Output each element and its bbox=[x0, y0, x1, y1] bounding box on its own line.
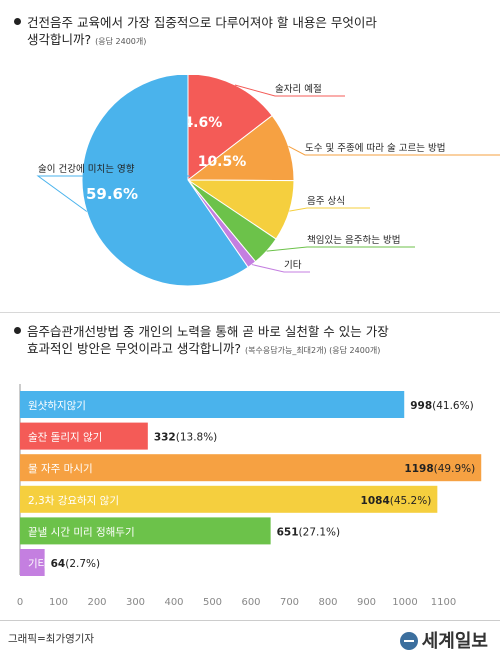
bar-category-label: 기타 자신만의 방법 bbox=[28, 558, 112, 570]
bar-value-label: 651(27.1%) bbox=[277, 526, 340, 538]
bar-chart: 원샷하지않기 998(41.6%) 술잔 돌리지 않기 332(13.8%) 물 자주 … bbox=[17, 384, 482, 608]
x-tick-label: 400 bbox=[164, 597, 183, 608]
section-divider bbox=[0, 312, 500, 313]
globe-icon bbox=[399, 632, 418, 650]
x-tick-label: 900 bbox=[357, 597, 376, 608]
question-1-line2: 생각합니까? bbox=[27, 32, 92, 47]
bar-value-label: 1084(45.2%) bbox=[361, 495, 432, 507]
x-tick-label: 1100 bbox=[431, 597, 456, 608]
bullet-icon bbox=[14, 18, 21, 25]
question-2-line1: 음주습관개선방법 중 개인의 노력을 통해 곧 바로 실천할 수 있는 가장 bbox=[27, 324, 389, 339]
pie-leader-line bbox=[234, 84, 345, 97]
bar-category-label: 물 자주 마시기 bbox=[28, 463, 93, 475]
x-tick-label: 200 bbox=[87, 597, 106, 608]
pie-slice-label: 도수 및 주종에 따라 술 고르는 방법 bbox=[305, 142, 445, 154]
pie-slice-label: 음주 상식 bbox=[307, 196, 345, 207]
bar bbox=[20, 517, 271, 545]
x-tick-label: 600 bbox=[241, 597, 260, 608]
pie-slice bbox=[186, 114, 295, 182]
pie-slice-label: 책임있는 음주하는 방법 bbox=[307, 234, 400, 246]
x-tick-label: 100 bbox=[49, 597, 68, 608]
pie-slice-percent: 10.5% bbox=[198, 154, 247, 170]
pie-slice-label: 술자리 예절 bbox=[275, 83, 322, 95]
pie-slice-label: 기타 bbox=[284, 260, 302, 271]
bar-value-label: 64(2.7%) bbox=[51, 558, 101, 570]
bar-value-label: 1198(49.9%) bbox=[404, 463, 475, 475]
bar-category-label: 술잔 돌리지 않기 bbox=[28, 432, 102, 444]
bar bbox=[20, 485, 438, 513]
pie-leader-line bbox=[36, 175, 190, 212]
x-tick-label: 1000 bbox=[392, 597, 417, 608]
bar bbox=[20, 549, 45, 576]
bar bbox=[20, 422, 148, 450]
question-2-line2: 효과적인 방안은 무엇이라고 생각합니까? bbox=[27, 341, 242, 356]
bar-category-label: 2,3차 강요하지 않기 bbox=[28, 494, 119, 507]
x-tick-label: 800 bbox=[318, 597, 337, 608]
pie-leader-line bbox=[251, 264, 310, 273]
graphic-credit: 그래픽=최가영기자 bbox=[8, 633, 95, 645]
pie-leader-line bbox=[266, 246, 415, 252]
bar bbox=[20, 454, 482, 482]
bar-value-label: 998(41.6%) bbox=[410, 400, 473, 412]
pie-leader-line bbox=[289, 207, 370, 212]
question-1: 건전음주 교육에서 가장 집중적으로 다루어져야 할 내용은 무엇이라 생각합니… bbox=[14, 14, 377, 50]
footer: 그래픽=최가영기자 세계일보 bbox=[0, 620, 500, 658]
pie-leader-line bbox=[288, 145, 500, 156]
bar bbox=[20, 391, 405, 418]
x-tick-label: 0 bbox=[17, 597, 23, 608]
pie-slice bbox=[81, 75, 249, 287]
bar-category-label: 원샷하지않기 bbox=[28, 399, 86, 412]
question-1-line1: 건전음주 교육에서 가장 집중적으로 다루어져야 할 내용은 무엇이라 bbox=[27, 15, 377, 30]
x-tick-label: 500 bbox=[203, 597, 222, 608]
bar-category-label: 끝낼 시간 미리 정해두기 bbox=[28, 525, 135, 538]
x-tick-label: 300 bbox=[126, 597, 145, 608]
question-2-respondents: (복수응답가능_최대2개) (응답 2400개) bbox=[245, 346, 381, 355]
brand-logo: 세계일보 bbox=[399, 627, 488, 653]
brand-name: 세계일보 bbox=[421, 631, 488, 652]
bar-value-label: 332(13.8%) bbox=[154, 432, 217, 444]
pie-slice-label: 술이 건강에 미치는 영향 bbox=[38, 163, 135, 175]
x-tick-label: 700 bbox=[280, 597, 299, 608]
pie-slice-percent: 59.6% bbox=[86, 185, 138, 203]
question-2: 음주습관개선방법 중 개인의 노력을 통해 곧 바로 실천할 수 있는 가장 효… bbox=[14, 323, 389, 359]
bullet-icon bbox=[14, 327, 21, 334]
question-1-respondents: (응답 2400개) bbox=[95, 37, 147, 46]
